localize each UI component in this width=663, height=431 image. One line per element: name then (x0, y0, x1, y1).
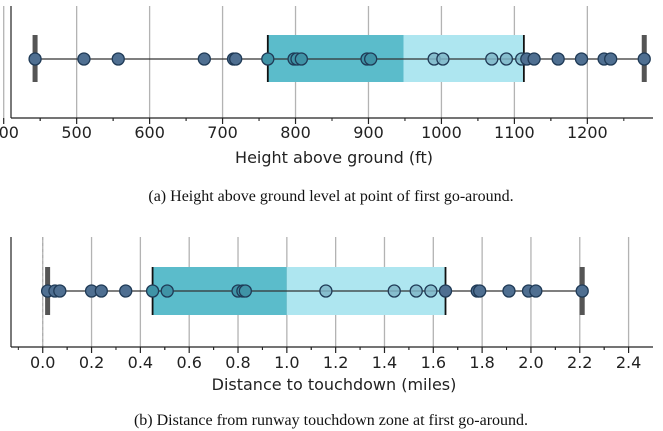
data-point (319, 284, 333, 298)
x-tick-label: 1.2 (323, 353, 348, 372)
x-tick-label: 1000 (421, 123, 462, 142)
x-tick-label: 0.4 (128, 353, 153, 372)
data-point (529, 284, 543, 298)
x-tick-label: 1200 (567, 123, 608, 142)
data-point (53, 284, 67, 298)
data-point (238, 284, 252, 298)
x-tick-label: 1.6 (421, 353, 446, 372)
x-tick-label: 0.0 (30, 353, 55, 372)
x-tick-label: 0.8 (225, 353, 250, 372)
data-point (261, 52, 275, 66)
x-axis-title: Distance to touchdown (miles) (212, 375, 457, 394)
x-tick-label: 600 (134, 123, 165, 142)
x-tick-label: 800 (280, 123, 311, 142)
x-tick-label: 2.2 (567, 353, 592, 372)
x-tick-label: 0.2 (79, 353, 104, 372)
data-point (551, 52, 565, 66)
x-tick-label: 1.8 (469, 353, 494, 372)
data-point (387, 284, 401, 298)
x-axis-title: Height above ground (ft) (235, 148, 433, 167)
data-point (111, 52, 125, 66)
x-tick-label: 1100 (494, 123, 535, 142)
x-tick-label: 0.6 (176, 353, 201, 372)
data-point (145, 284, 160, 298)
panel-height: 400 500 600 700 800 900 1000 1100 1200 Height abo… (0, 6, 653, 205)
data-point (119, 284, 133, 298)
data-point (575, 284, 589, 298)
data-point (485, 52, 499, 66)
data-point (438, 284, 453, 298)
data-point (436, 52, 450, 66)
x-tick-label: 2.4 (616, 353, 641, 372)
data-point (364, 52, 378, 66)
x-tick-label: 400 (0, 123, 19, 142)
x-tick-label: 1.0 (274, 353, 299, 372)
data-point (499, 52, 514, 66)
figure-caption: (b) Distance from runway touchdown zone … (134, 412, 528, 429)
data-point (473, 284, 487, 298)
x-tick-label: 1.4 (372, 353, 397, 372)
data-point (94, 284, 108, 298)
data-point (527, 52, 541, 66)
data-point (229, 52, 243, 66)
data-point (424, 284, 438, 298)
figure-caption: (a) Height above ground level at point o… (148, 188, 513, 205)
x-tick-label: 900 (353, 123, 384, 142)
panel-distance: 0.0 0.2 0.4 0.6 0.8 1.0 1.2 1.4 1.6 1.8 2.0 2.2 2.4 D… (10, 237, 653, 429)
data-point (197, 52, 211, 66)
x-tick-label: 500 (61, 123, 92, 142)
data-point (502, 284, 516, 298)
data-point (294, 52, 309, 66)
data-point (604, 52, 618, 66)
x-tick-label: 2.0 (518, 353, 543, 372)
data-point (409, 284, 423, 298)
data-point (574, 52, 589, 66)
data-point (160, 284, 174, 298)
data-point (28, 52, 42, 66)
data-point (637, 52, 651, 66)
x-tick-label: 700 (207, 123, 238, 142)
data-point (77, 52, 91, 66)
